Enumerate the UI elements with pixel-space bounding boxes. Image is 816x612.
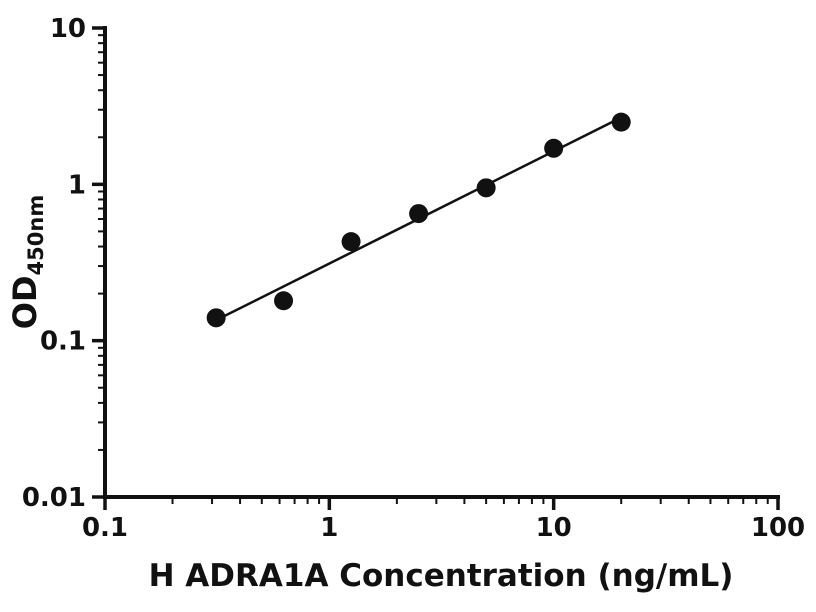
- data-point: [341, 232, 361, 252]
- data-point: [274, 291, 294, 311]
- x-tick-label: 0.1: [82, 513, 128, 543]
- x-tick-label: 1: [320, 513, 338, 543]
- y-tick-label: 10: [50, 14, 86, 44]
- data-point: [611, 112, 631, 132]
- data-point: [544, 138, 564, 158]
- data-point: [206, 308, 226, 328]
- x-tick-label: 10: [536, 513, 572, 543]
- y-axis-title: OD450nm: [6, 195, 48, 329]
- y-axis-title-subscript: 450nm: [24, 195, 48, 276]
- data-point: [476, 178, 496, 198]
- y-axis-title-main: OD: [6, 275, 44, 329]
- data-point: [409, 204, 429, 224]
- y-tick-label: 0.1: [40, 327, 86, 357]
- y-tick-label: 0.01: [22, 483, 86, 513]
- x-axis-title: H ADRA1A Concentration (ng/mL): [149, 558, 734, 594]
- x-tick-label: 100: [751, 513, 805, 543]
- y-tick-label: 1: [68, 170, 86, 200]
- axes-spines: [103, 26, 780, 499]
